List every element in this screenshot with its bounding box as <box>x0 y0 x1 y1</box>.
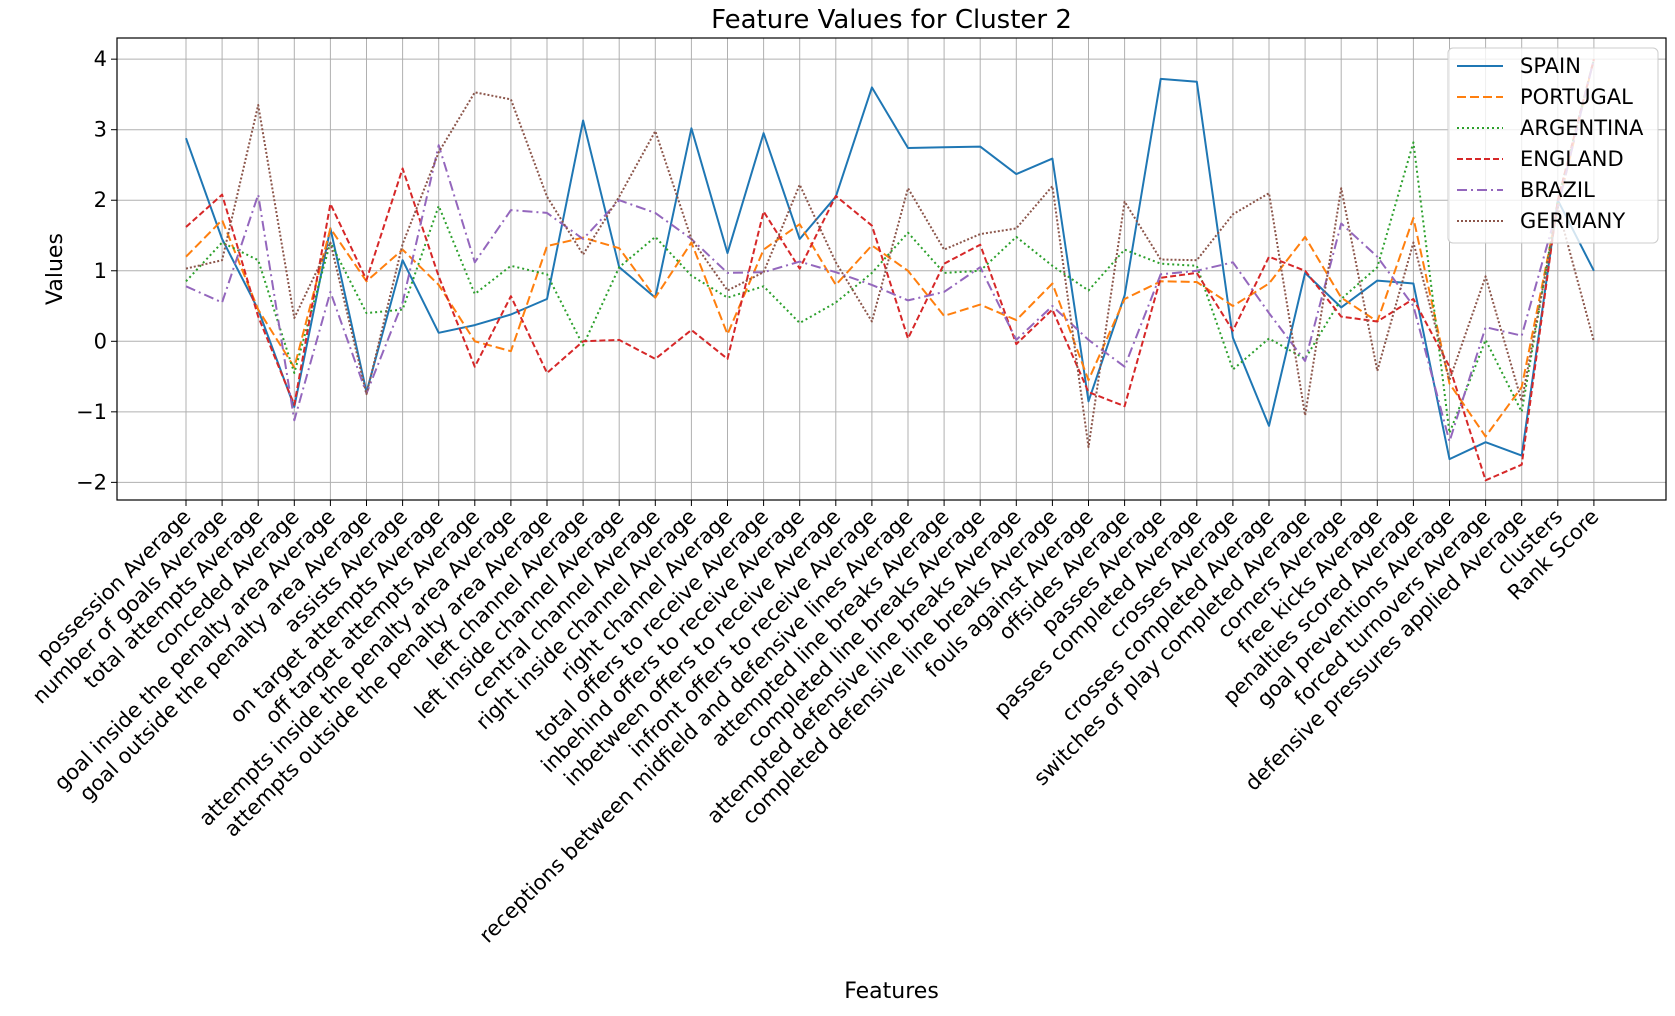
legend-label: SPAIN <box>1520 54 1581 78</box>
chart-title: Feature Values for Cluster 2 <box>711 5 1072 35</box>
y-axis-label: Values <box>43 233 68 305</box>
y-tick-label: 2 <box>94 188 107 212</box>
legend-label: GERMANY <box>1520 209 1625 233</box>
y-tick-label: 3 <box>94 118 107 142</box>
y-tick-label: 4 <box>94 47 107 71</box>
series-line-spain <box>185 77 1595 461</box>
series-lines <box>185 58 1595 482</box>
legend-label: PORTUGAL <box>1520 85 1633 109</box>
legend-label: ENGLAND <box>1520 147 1624 171</box>
y-tick-label: 1 <box>94 259 107 283</box>
x-axis-label: Features <box>844 979 939 1004</box>
legend-label: ARGENTINA <box>1520 116 1644 140</box>
legend-label: BRAZIL <box>1520 178 1595 202</box>
grid <box>117 38 1666 500</box>
y-ticks: −2 −1 0 1 2 3 4 <box>76 47 117 494</box>
series-line-brazil <box>185 58 1595 443</box>
series-line-argentina <box>185 58 1595 434</box>
plot-frame <box>116 37 1667 501</box>
legend: SPAIN PORTUGAL ARGENTINA ENGLAND BRAZIL GERMA… <box>1447 47 1659 244</box>
series-line-portugal <box>185 58 1595 438</box>
y-tick-label: −1 <box>76 400 107 424</box>
y-tick-label: −2 <box>76 470 107 494</box>
series-line-germany <box>185 91 1595 449</box>
y-tick-label: 0 <box>94 329 107 353</box>
